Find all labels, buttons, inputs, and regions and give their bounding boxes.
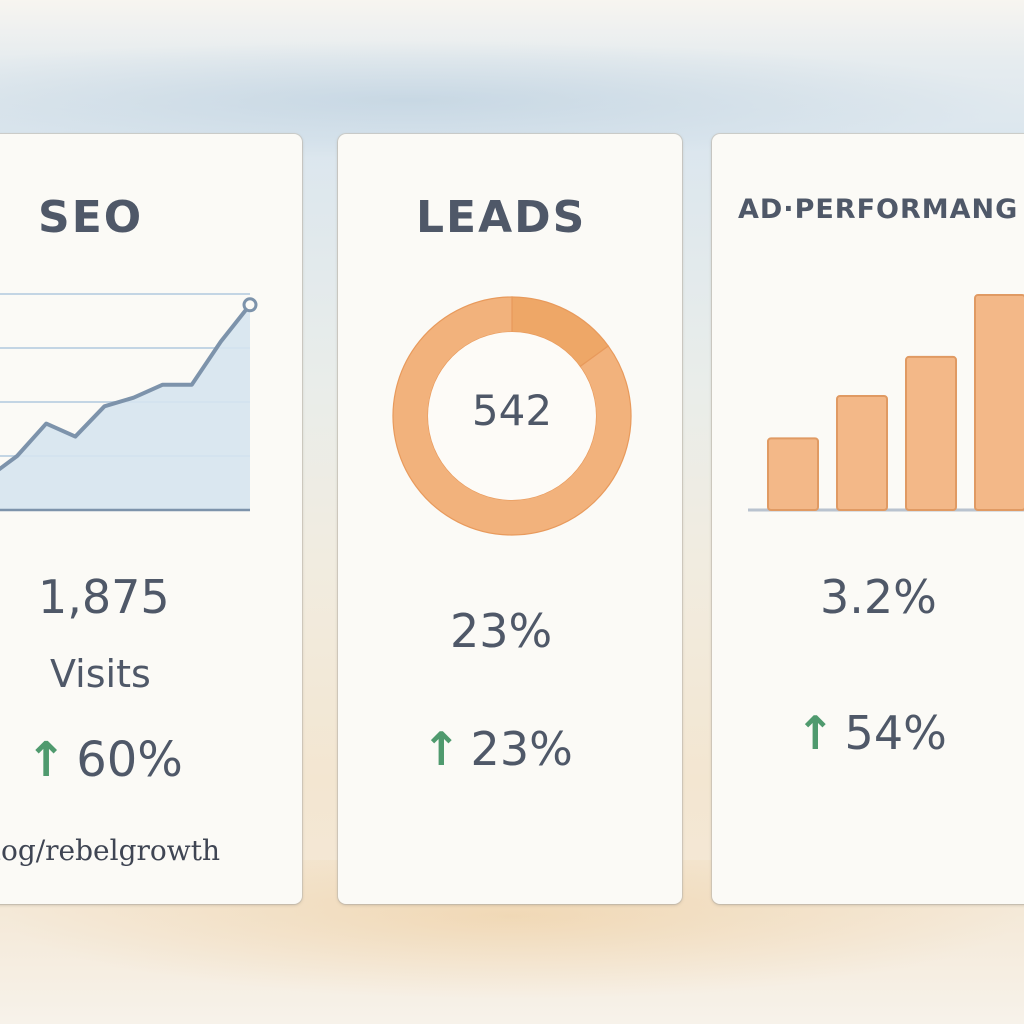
leads-center-value: 542 — [471, 386, 553, 435]
seo-data-point — [242, 297, 258, 313]
ad-performance-card[interactable]: AD·PERFORMANG 3.2% ↑ 54% — [712, 134, 1024, 904]
seo-change-indicator: ↑ 60% — [26, 732, 183, 788]
ads-change-value: 54% — [844, 706, 947, 760]
up-arrow-icon: ↑ — [26, 732, 67, 788]
seo-visits-value: 1,875 — [38, 570, 170, 624]
leads-donut-chart — [392, 296, 632, 536]
leads-rate-value: 23% — [450, 604, 553, 658]
donut-hole — [428, 332, 596, 500]
ads-rate-value: 3.2% — [820, 570, 937, 624]
seo-card[interactable]: SEO 1,875 Visits ↑ 60% log/rebelgrowth — [0, 134, 302, 904]
ads-bar — [905, 355, 957, 511]
leads-change-value: 23% — [470, 722, 573, 776]
ads-bar — [836, 395, 888, 511]
seo-change-value: 60% — [76, 732, 183, 788]
ads-bar — [974, 294, 1024, 511]
ads-change-indicator: ↑ 54% — [796, 706, 947, 760]
ads-bar-chart — [748, 294, 1024, 512]
seo-trend-line — [0, 302, 252, 472]
ads-bar — [767, 437, 819, 511]
ads-card-title: AD·PERFORMANG — [738, 194, 1019, 225]
up-arrow-icon: ↑ — [422, 722, 461, 776]
leads-change-indicator: ↑ 23% — [422, 722, 573, 776]
leads-card-title: LEADS — [416, 192, 587, 243]
seo-visits-label: Visits — [50, 652, 151, 696]
seo-area-fill — [0, 304, 250, 510]
seo-traffic-chart — [0, 293, 258, 512]
blog-link[interactable]: log/rebelgrowth — [0, 834, 220, 867]
seo-card-title: SEO — [38, 192, 144, 243]
up-arrow-icon: ↑ — [796, 706, 835, 760]
leads-card[interactable]: LEADS 542 23% ↑ 23% — [338, 134, 682, 904]
